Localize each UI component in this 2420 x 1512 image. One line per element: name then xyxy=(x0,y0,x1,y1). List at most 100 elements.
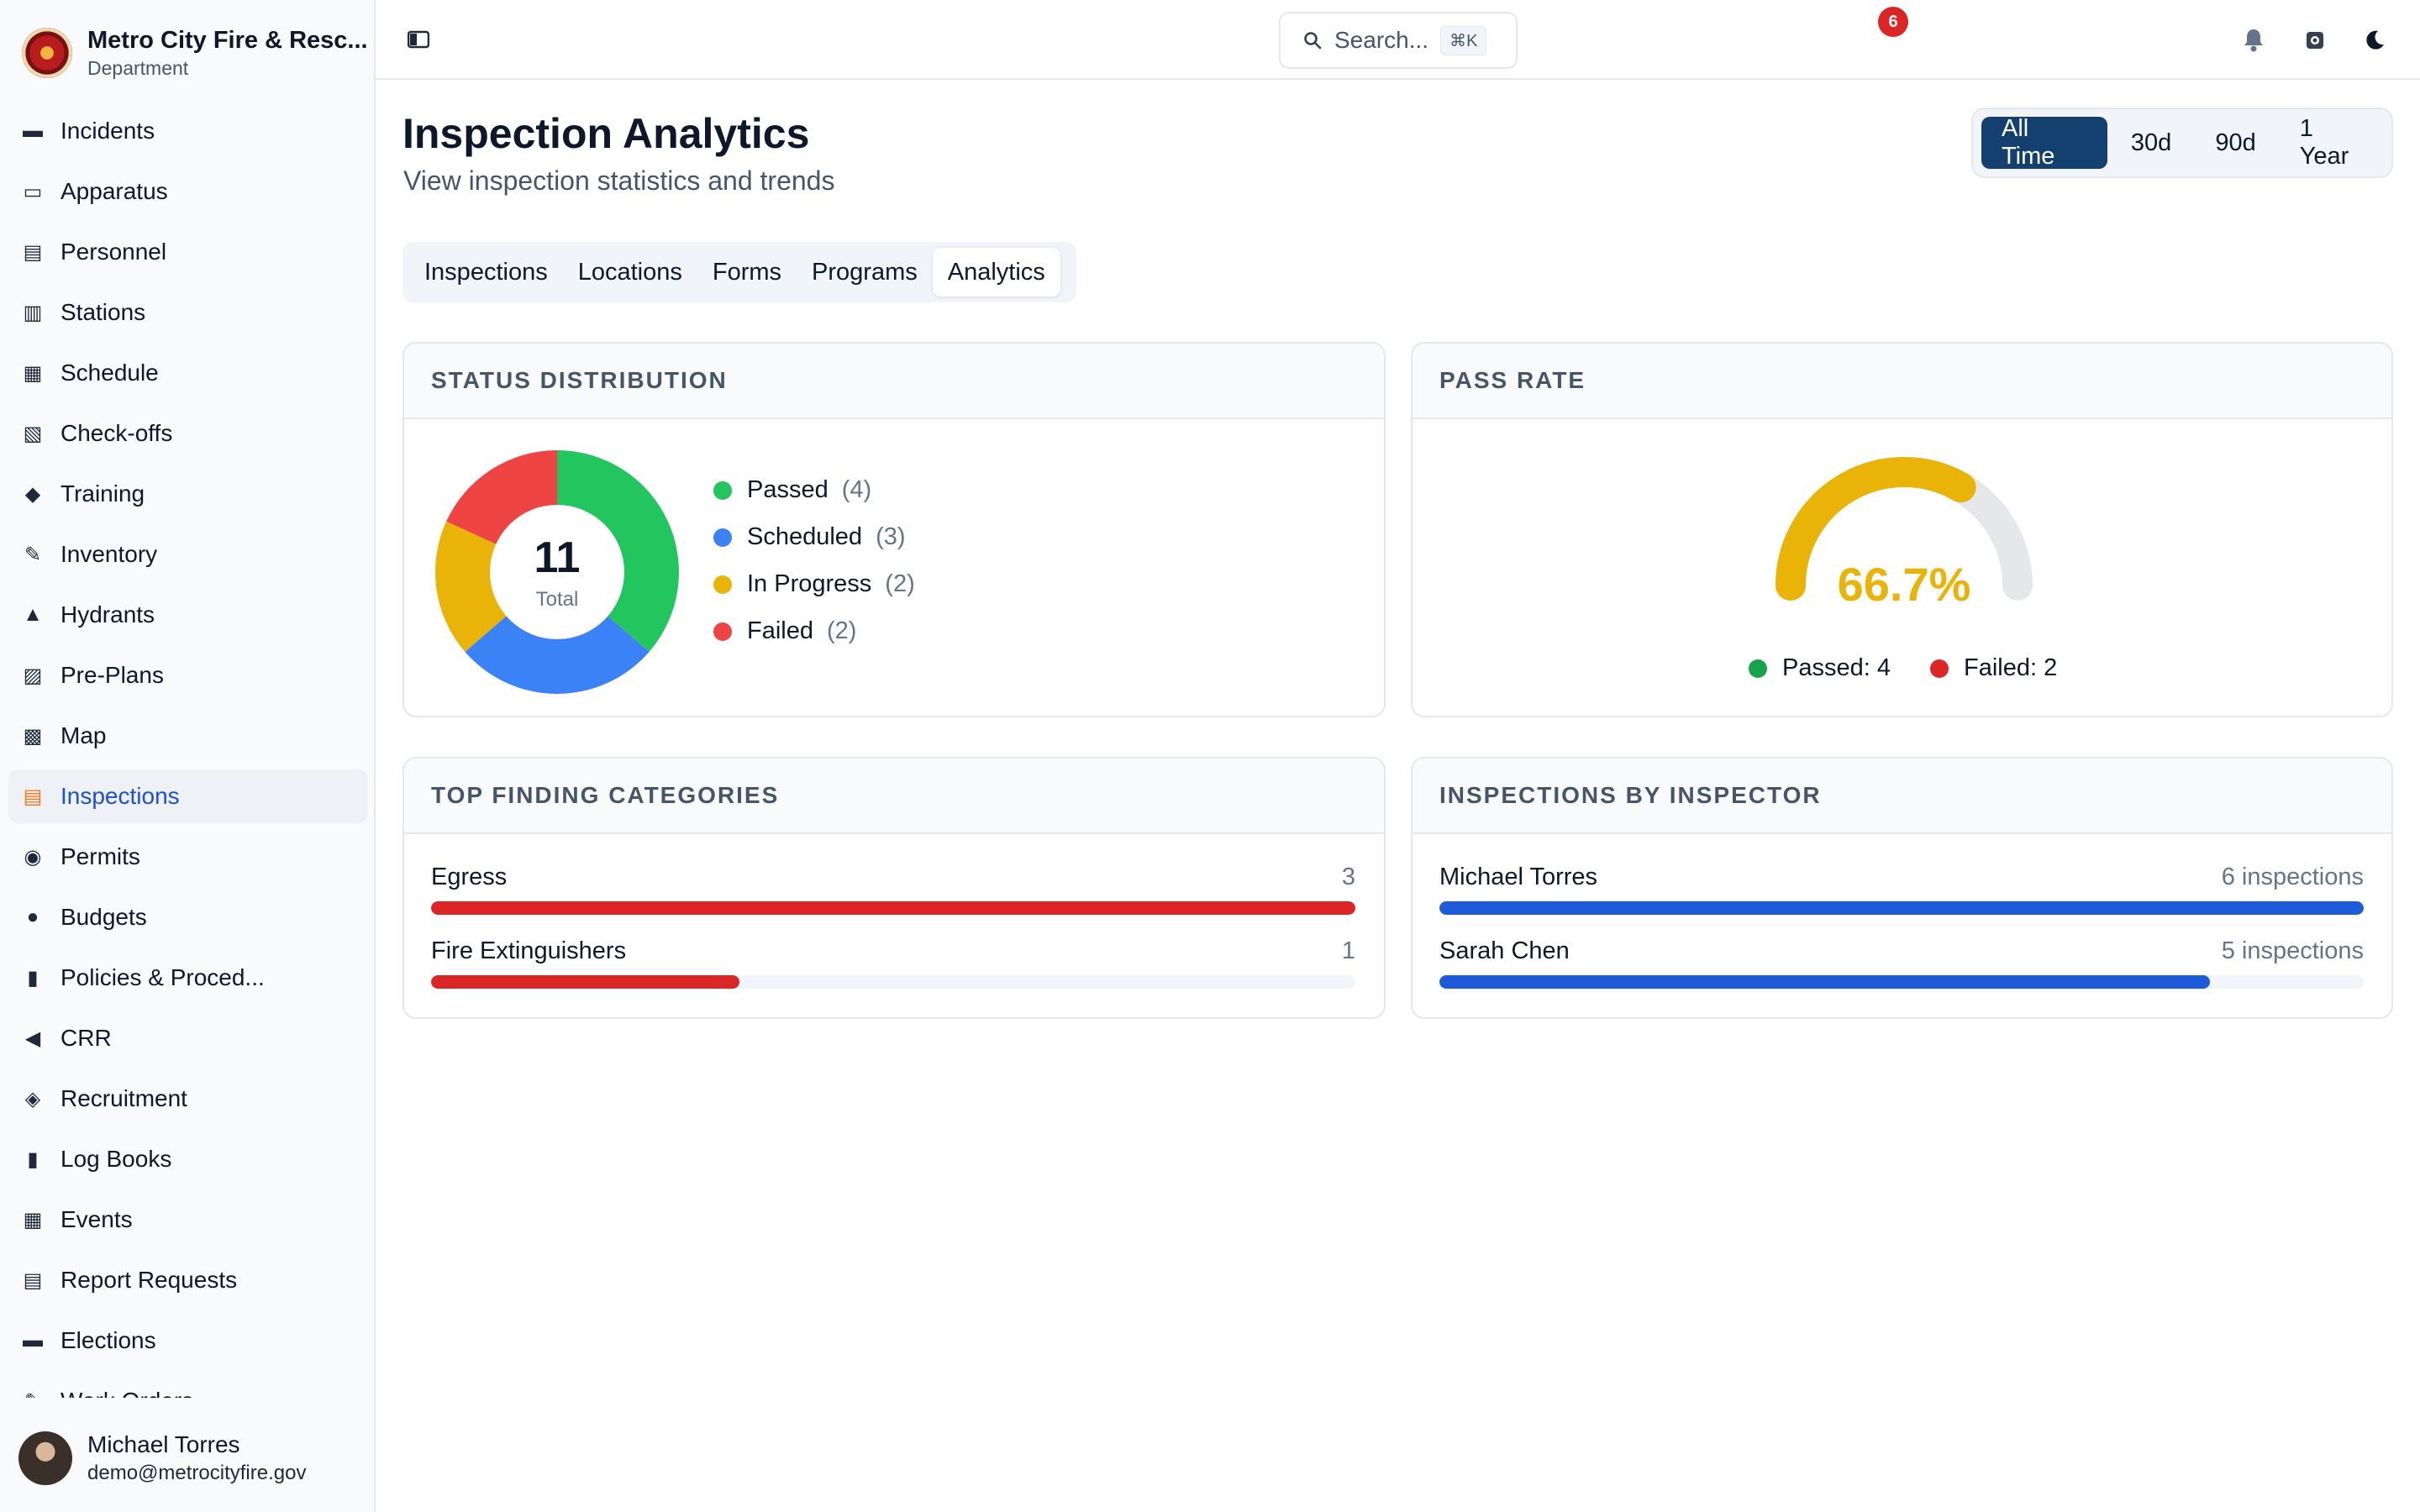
sidebar-item-permits[interactable]: ◉ Permits xyxy=(8,830,368,884)
user-email: demo@metrocityfire.gov xyxy=(87,1462,307,1484)
id-card-icon: ▤ xyxy=(23,240,43,264)
bar-row: Fire Extinguishers 1 xyxy=(431,937,1355,989)
sidebar-item-label: Pre-Plans xyxy=(60,662,164,688)
sidebar-item-schedule[interactable]: ▦ Schedule xyxy=(8,346,368,400)
sidebar-item-label: Events xyxy=(60,1206,133,1232)
notifications-bell-icon[interactable] xyxy=(2237,24,2270,57)
sidebar-item-recruitment[interactable]: ◈ Recruitment xyxy=(8,1072,368,1126)
sidebar-item-label: Report Requests xyxy=(60,1267,238,1293)
settings-gear-icon[interactable] xyxy=(2300,25,2330,55)
status-distribution-card: STATUS DISTRIBUTION 11 Total Passed (4) Sc… xyxy=(402,342,1386,717)
sidebar-item-training[interactable]: ◆ Training xyxy=(8,467,368,521)
handshake-icon: ◈ xyxy=(24,1087,41,1110)
sidebar-item-events[interactable]: ▦ Events xyxy=(8,1193,368,1247)
search-icon xyxy=(1304,32,1322,50)
sidebar-item-label: Map xyxy=(60,722,107,748)
legend-label: Passed xyxy=(747,476,829,503)
bar-row: Egress 3 xyxy=(431,864,1355,915)
legend-label: Failed xyxy=(747,617,813,644)
sidebar-item-pre-plans[interactable]: ▨ Pre-Plans xyxy=(8,648,368,702)
sidebar-item-elections[interactable]: ▬ Elections xyxy=(8,1314,368,1368)
dark-mode-moon-icon[interactable] xyxy=(2359,25,2389,55)
sidebar-nav: ▬ Incidents ▭ Apparatus ▤ Personnel ▥ Stations ▦… xyxy=(8,104,368,1398)
range-all-time[interactable]: All Time xyxy=(1981,115,2107,170)
bar-value: 5 inspections xyxy=(2221,937,2364,964)
failed-dot xyxy=(1930,659,1949,678)
sidebar-item-label: Training xyxy=(60,480,145,507)
page-subtitle: View inspection statistics and trends xyxy=(403,165,835,196)
tools-icon: ✎ xyxy=(20,1389,45,1399)
sidebar-item-stations[interactable]: ▥ Stations xyxy=(8,286,368,339)
calendar-icon: ▦ xyxy=(23,361,43,385)
sidebar-item-label: Apparatus xyxy=(60,178,168,204)
range-1-year[interactable]: 1 Year xyxy=(2299,115,2349,170)
bar-track xyxy=(1439,901,2364,915)
card-title: PASS RATE xyxy=(1439,367,1586,393)
search-shortcut: ⌘K xyxy=(1440,25,1487,55)
tab-analytics[interactable]: Analytics xyxy=(932,248,1060,297)
pass-rate-gauge: 66.7% xyxy=(1776,457,2033,611)
brand[interactable]: Metro City Fire & Resc... Department xyxy=(22,24,368,82)
tab-locations[interactable]: Locations xyxy=(577,258,682,286)
user-profile[interactable]: Michael Torres demo@metrocityfire.gov xyxy=(18,1428,306,1488)
user-name: Michael Torres xyxy=(87,1431,240,1457)
sidebar-item-label: Permits xyxy=(60,843,140,869)
legend-dot xyxy=(713,480,732,500)
donut-total-label: Total xyxy=(536,588,579,611)
sidebar-item-policies-proced[interactable]: ▮ Policies & Proced... xyxy=(8,951,368,1005)
sidebar-item-label: Stations xyxy=(60,299,146,325)
failed-label: Failed: 2 xyxy=(1964,654,2058,681)
tab-programs[interactable]: Programs xyxy=(812,258,918,286)
legend-item-failed: Failed (2) xyxy=(713,617,856,645)
calendar-star-icon: ▦ xyxy=(23,1208,43,1231)
sidebar-item-check-offs[interactable]: ▧ Check-offs xyxy=(8,407,368,460)
search-input[interactable]: Search... ⌘K xyxy=(1279,12,1518,69)
avatar xyxy=(18,1431,72,1485)
card-title: STATUS DISTRIBUTION xyxy=(431,367,728,393)
status-donut-chart: 11 Total xyxy=(435,450,679,694)
passed-dot xyxy=(1749,659,1767,678)
passed-label: Passed: 4 xyxy=(1782,654,1891,681)
sidebar-item-incidents[interactable]: ▬ Incidents xyxy=(8,104,368,158)
bar-row: Sarah Chen 5 inspections xyxy=(1439,937,2364,989)
checklist-icon: ▤ xyxy=(23,785,43,808)
bar-fill xyxy=(431,901,1355,915)
sidebar-item-label: Recruitment xyxy=(60,1085,187,1111)
tab-inspections[interactable]: Inspections xyxy=(424,258,548,286)
brand-name: Metro City Fire & Resc... xyxy=(87,26,368,54)
sidebar-item-report-requests[interactable]: ▤ Report Requests xyxy=(8,1253,368,1307)
sidebar-item-label: Personnel xyxy=(60,239,167,265)
sidebar-item-apparatus[interactable]: ▭ Apparatus xyxy=(8,165,368,218)
sidebar-item-label: Budgets xyxy=(60,904,147,930)
incident-icon: ▬ xyxy=(23,119,43,142)
hydrant-icon: ▲ xyxy=(23,603,43,626)
legend-count: (2) xyxy=(885,570,915,597)
sidebar-item-inspections[interactable]: ▤ Inspections xyxy=(8,769,368,823)
search-placeholder: Search... xyxy=(1334,27,1429,53)
bar-label: Fire Extinguishers xyxy=(431,937,627,964)
topbar: Search... ⌘K 6 xyxy=(376,0,2420,80)
sidebar-item-label: CRR xyxy=(60,1025,112,1051)
section-tabs: Inspections Locations Forms Programs Ana… xyxy=(402,242,1076,302)
sidebar-toggle-icon[interactable] xyxy=(406,27,431,52)
sidebar-item-hydrants[interactable]: ▲ Hydrants xyxy=(8,588,368,642)
sidebar-item-label: Schedule xyxy=(60,360,159,386)
sidebar-item-inventory[interactable]: ✎ Inventory xyxy=(8,528,368,581)
sidebar-item-work-orders[interactable]: ✎ Work Orders xyxy=(8,1374,368,1398)
sidebar-item-crr[interactable]: ◀ CRR xyxy=(8,1011,368,1065)
range-30d[interactable]: 30d xyxy=(2130,129,2172,156)
sidebar-item-map[interactable]: ▩ Map xyxy=(8,709,368,763)
tab-forms[interactable]: Forms xyxy=(712,258,782,286)
sidebar-item-log-books[interactable]: ▮ Log Books xyxy=(8,1132,368,1186)
sidebar: Metro City Fire & Resc... Department ▬ In… xyxy=(0,0,376,1512)
wrench-icon: ✎ xyxy=(24,543,42,566)
sidebar-item-personnel[interactable]: ▤ Personnel xyxy=(8,225,368,279)
pass-rate-card: PASS RATE 66.7% Passed: 4 Failed: 2 xyxy=(1411,342,2393,717)
legend-item-scheduled: Scheduled (3) xyxy=(713,523,906,551)
map-icon: ▩ xyxy=(23,724,43,748)
range-90d[interactable]: 90d xyxy=(2215,129,2256,156)
sidebar-item-label: Inspections xyxy=(60,783,180,809)
sidebar-item-budgets[interactable]: ● Budgets xyxy=(8,890,368,944)
legend-count: (2) xyxy=(827,617,857,644)
legend-label: Scheduled xyxy=(747,523,863,550)
